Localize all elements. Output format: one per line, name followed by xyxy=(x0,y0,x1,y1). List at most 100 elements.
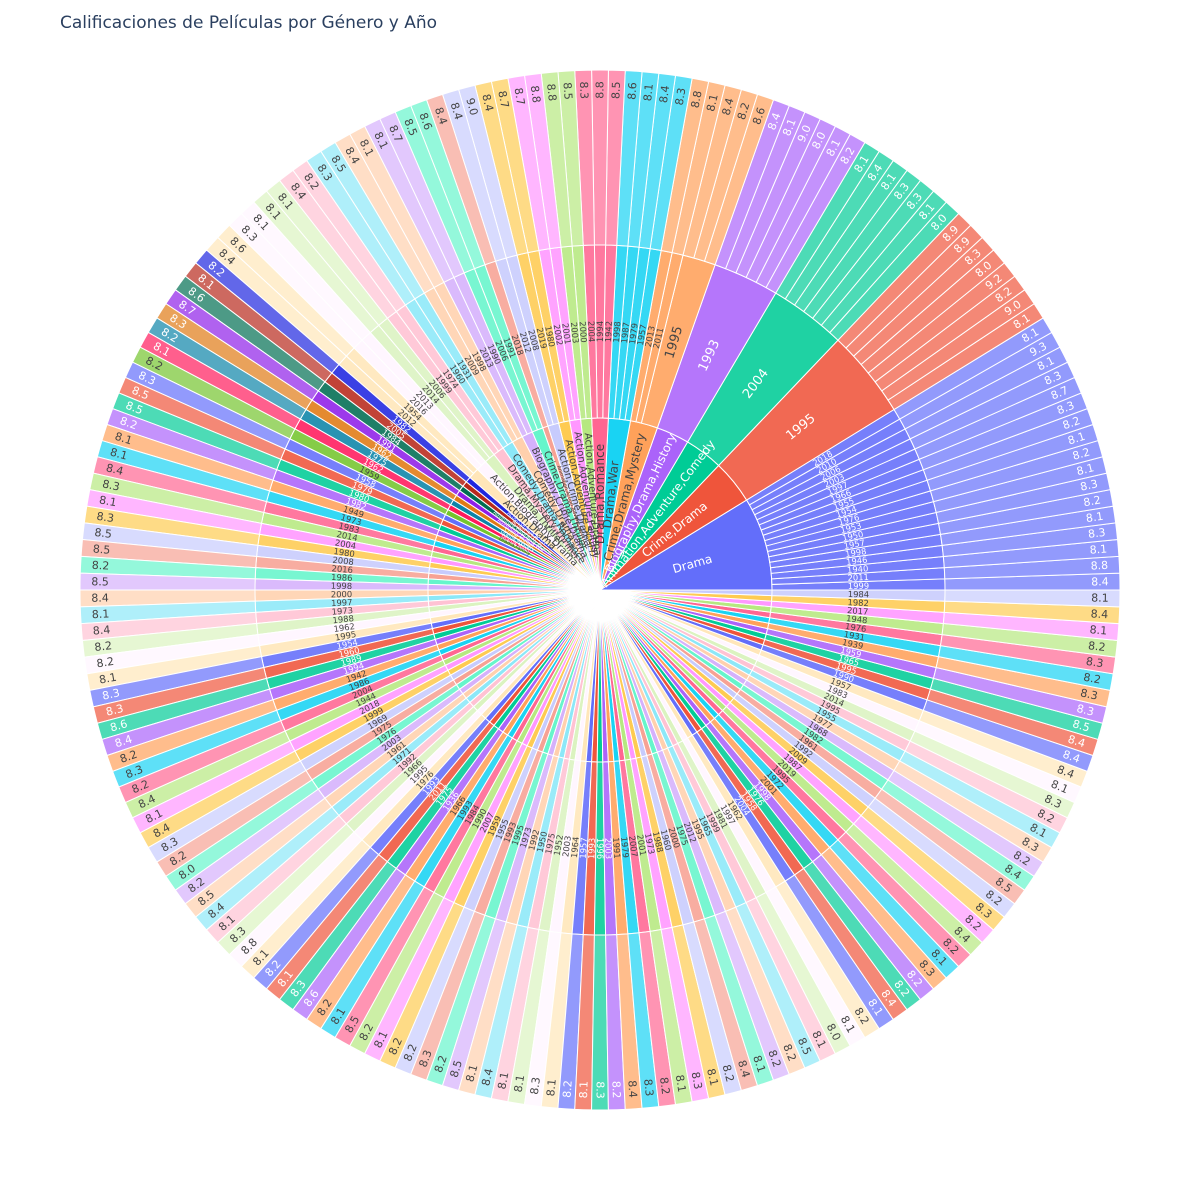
rating-label: 8.3 xyxy=(124,763,145,781)
rating-label: 8.5 xyxy=(94,526,113,541)
rating-label: 8.7 xyxy=(512,87,528,106)
year-label: 1939 xyxy=(841,637,864,651)
rating-label: 8.1 xyxy=(673,1074,689,1093)
rating-label: 8.2 xyxy=(94,639,113,654)
year-label: 1954 xyxy=(336,637,359,651)
year-label: 2000 xyxy=(578,321,589,343)
year-label: 1953 xyxy=(839,520,862,535)
year-label: 2016 xyxy=(331,563,353,575)
rating-label: 8.5 xyxy=(609,81,623,99)
rating-segment[interactable] xyxy=(944,589,1121,608)
year-label: 2008 xyxy=(332,555,354,567)
year-label: 1982 xyxy=(847,597,869,608)
year-label: 1996 xyxy=(595,838,605,859)
year-label: 2002 xyxy=(552,324,565,347)
year-label: 1987 xyxy=(619,322,631,344)
year-label: 1975 xyxy=(543,832,557,855)
rating-label: 8.4 xyxy=(432,106,450,127)
year-label: 2003 xyxy=(569,322,581,344)
year-label: 1980 xyxy=(333,546,356,559)
rating-label: 8.2 xyxy=(118,748,139,766)
year-label: 1998 xyxy=(331,581,352,591)
year-label: 1995 xyxy=(334,629,357,643)
year-label: 2014 xyxy=(336,529,359,543)
rating-label: 8.7 xyxy=(495,90,511,110)
rating-label: 8.3 xyxy=(96,510,115,525)
rating-label: 8.1 xyxy=(113,430,134,448)
year-label: 1994 xyxy=(595,321,605,342)
year-label: 1988 xyxy=(651,830,666,853)
year-label: 2001 xyxy=(560,322,573,344)
rating-label: 8.2 xyxy=(432,1054,450,1075)
rating-label: 8.8 xyxy=(689,90,705,110)
rating-label: 8.1 xyxy=(750,1054,768,1075)
rating-label: 8.4 xyxy=(625,1080,639,1098)
rating-label: 8.1 xyxy=(641,83,656,102)
year-label: 1957 xyxy=(578,837,589,859)
rating-label: 8.2 xyxy=(561,1080,575,1098)
rating-label: 8.8 xyxy=(594,81,607,99)
rating-label: 8.5 xyxy=(561,82,575,100)
year-label: 1948 xyxy=(846,613,868,625)
rating-label: 8.3 xyxy=(577,81,591,99)
rating-label: 8.4 xyxy=(1091,575,1109,588)
rating-label: 8.4 xyxy=(105,461,125,478)
rating-label: 8.2 xyxy=(720,1063,737,1083)
year-label: 2000 xyxy=(331,589,352,599)
year-label: 1964 xyxy=(569,836,581,858)
rating-label: 8.4 xyxy=(448,101,465,121)
year-label: 2017 xyxy=(847,605,869,617)
rating-label: 8.1 xyxy=(1089,542,1107,556)
rating-label: 8.4 xyxy=(479,1067,496,1087)
rating-label: 8.3 xyxy=(1079,686,1099,702)
year-label: 1946 xyxy=(846,555,868,567)
rating-label: 8.4 xyxy=(657,85,672,104)
rating-label: 8.1 xyxy=(704,1067,721,1087)
year-label: 2003 xyxy=(603,838,614,860)
rating-label: 8.3 xyxy=(528,1076,543,1095)
rating-label: 8.4 xyxy=(1066,733,1087,751)
rating-label: 8.1 xyxy=(1075,461,1095,478)
rating-label: 8.6 xyxy=(625,82,639,100)
rating-label: 8.1 xyxy=(109,445,129,462)
rating-label: 8.8 xyxy=(528,85,543,104)
rating-label: 8.6 xyxy=(109,717,129,734)
rating-label: 9.0 xyxy=(463,97,480,117)
rating-label: 8.1 xyxy=(1085,510,1104,525)
rating-label: 8.2 xyxy=(1071,445,1091,462)
rating-label: 8.2 xyxy=(657,1076,672,1095)
genre-label: Drama,Romance xyxy=(593,444,607,544)
rating-label: 8.1 xyxy=(92,607,110,621)
rating-label: 8.6 xyxy=(416,111,434,132)
rating-label: 8.2 xyxy=(130,777,151,796)
year-label: 1952 xyxy=(552,834,565,857)
rating-label: 8.8 xyxy=(544,83,559,102)
rating-label: 8.4 xyxy=(735,1059,752,1079)
rating-label: 8.1 xyxy=(577,1081,591,1099)
rating-label: 8.3 xyxy=(689,1071,705,1091)
year-label: 2001 xyxy=(635,834,648,857)
rating-label: 8.2 xyxy=(118,414,139,432)
year-label: 2013 xyxy=(643,325,657,348)
rating-label: 8.1 xyxy=(495,1071,511,1091)
rating-label: 8.1 xyxy=(463,1063,480,1083)
rating-label: 8.7 xyxy=(1049,384,1070,403)
rating-label: 8.2 xyxy=(92,559,110,573)
rating-label: 8.5 xyxy=(448,1059,465,1079)
rating-label: 8.2 xyxy=(1082,493,1102,509)
year-label: 1957 xyxy=(843,537,866,551)
rating-label: 8.1 xyxy=(1089,623,1107,637)
rating-label: 8.1 xyxy=(780,117,799,138)
rating-label: 8.4 xyxy=(765,111,783,132)
rating-label: 8.3 xyxy=(641,1078,656,1097)
rating-label: 8.2 xyxy=(1082,671,1102,687)
rating-label: 8.4 xyxy=(113,733,134,751)
rating-label: 8.4 xyxy=(720,97,737,117)
year-label: 1950 xyxy=(535,830,550,853)
rating-label: 8.3 xyxy=(1079,477,1099,493)
rating-label: 8.2 xyxy=(780,1042,799,1063)
rating-label: 8.1 xyxy=(1066,430,1087,448)
rating-ring xyxy=(79,69,1121,1111)
rating-label: 8.2 xyxy=(1087,639,1106,654)
